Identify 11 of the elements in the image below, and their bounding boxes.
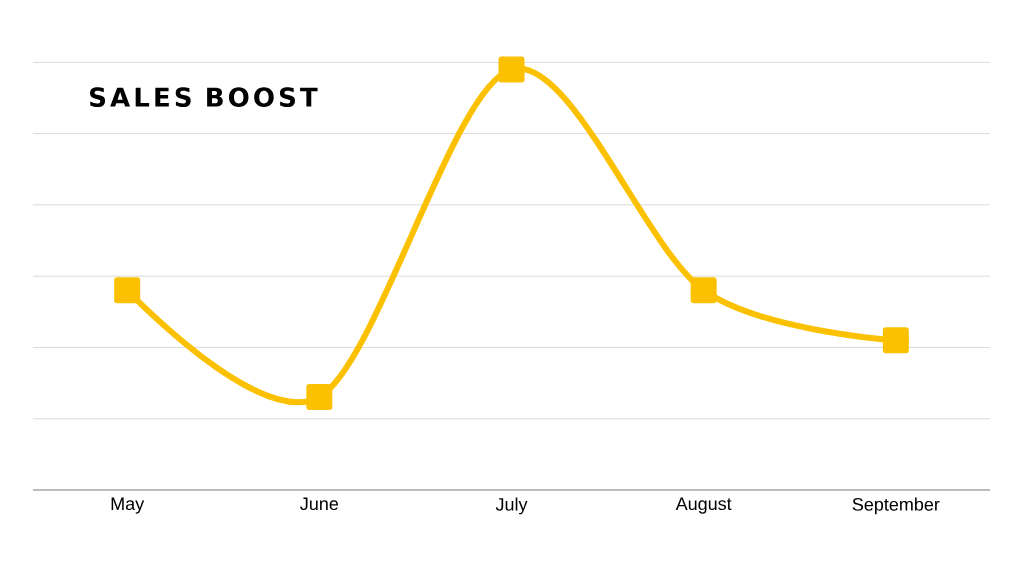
x-tick-label: August: [675, 497, 732, 514]
x-tick-label: May: [111, 497, 145, 514]
point: [498, 56, 525, 83]
x-tick-label: July: [495, 497, 528, 515]
text: SALES BOOST: [90, 87, 318, 107]
point: [114, 277, 141, 304]
point: [882, 327, 909, 354]
point: [306, 384, 333, 411]
point: [690, 277, 717, 304]
x-tick-label: June: [300, 497, 339, 511]
x-tick-label: September: [852, 497, 940, 515]
